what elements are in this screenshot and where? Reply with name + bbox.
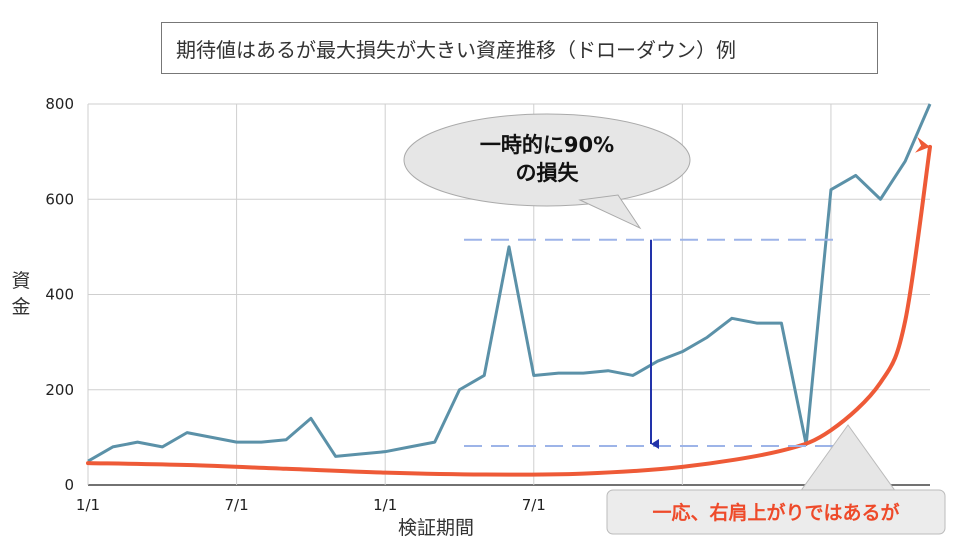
y-tick-label: 200 bbox=[45, 381, 74, 399]
x-axis-label: 検証期間 bbox=[398, 517, 475, 539]
series-lines bbox=[86, 103, 932, 477]
callout-text: 一応、右肩上がりではあるが bbox=[652, 501, 899, 524]
annotations: 一時的に90% の損失 一応、右肩上がりではあるが bbox=[403, 113, 946, 535]
y-tick-label: 0 bbox=[64, 476, 74, 494]
callout-box bbox=[606, 489, 946, 535]
axis-ticks: 0 200 400 600 800 1/1 7/1 1/1 7/1 bbox=[45, 95, 545, 514]
speech-bubble bbox=[403, 113, 691, 207]
bubble-text-bottom: の損失 bbox=[516, 161, 580, 185]
equity-line bbox=[87, 103, 932, 463]
trend-curve bbox=[86, 136, 932, 477]
callout-triangle bbox=[799, 424, 897, 493]
x-tick-label: 1/1 bbox=[373, 496, 397, 514]
y-axis-label: 資金 bbox=[11, 270, 31, 318]
x-tick-label: 1/1 bbox=[76, 496, 100, 514]
y-tick-label: 600 bbox=[45, 190, 74, 208]
chart-title: 期待値はあるが最大損失が大きい資産推移（ドローダウン）例 bbox=[161, 22, 878, 74]
y-tick-label: 800 bbox=[45, 95, 74, 113]
bubble-text-top: 一時的に90% bbox=[480, 133, 614, 157]
y-tick-label: 400 bbox=[45, 286, 74, 304]
x-tick-label: 7/1 bbox=[522, 496, 546, 514]
chart-title-text: 期待値はあるが最大損失が大きい資産推移（ドローダウン）例 bbox=[176, 37, 736, 62]
x-tick-label: 7/1 bbox=[225, 496, 249, 514]
speech-bubble-tail bbox=[578, 194, 642, 230]
